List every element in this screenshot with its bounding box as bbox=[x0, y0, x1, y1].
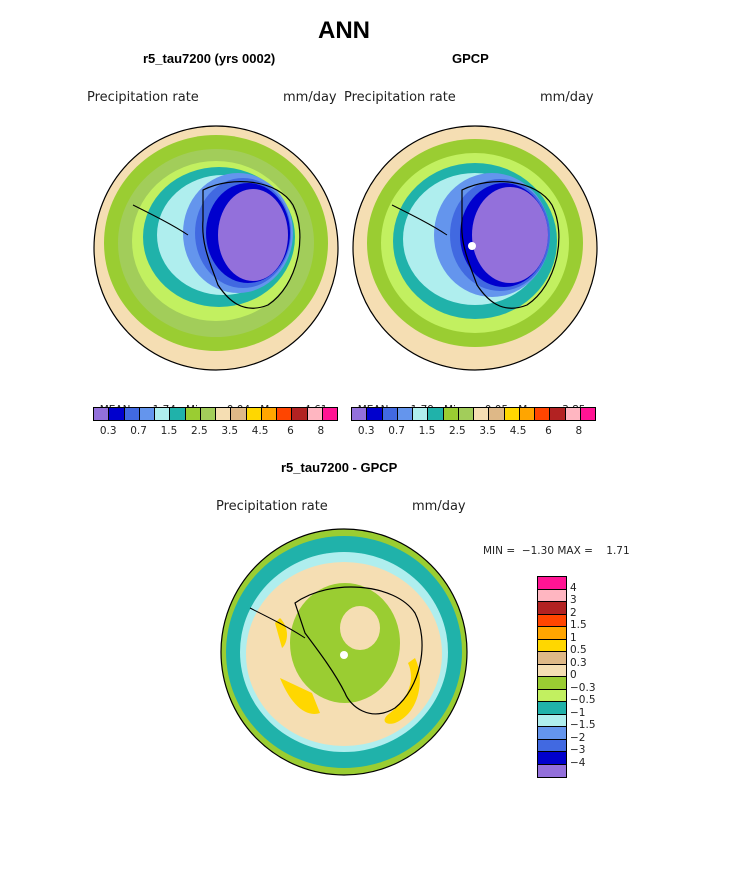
diff-colorbar-swatch bbox=[538, 764, 566, 777]
colorbar-tick-label: 6 bbox=[545, 425, 552, 437]
colorbar-swatch bbox=[550, 408, 566, 420]
diff-colorbar-swatch bbox=[538, 677, 566, 690]
colorbar-tick-label: 2.5 bbox=[448, 425, 466, 437]
diff-colorbar-swatch bbox=[538, 689, 566, 702]
colorbar-swatch bbox=[155, 408, 171, 420]
colorbar-tick-label: 1.5 bbox=[418, 425, 436, 437]
diff-colorbar-label: −3 bbox=[570, 744, 586, 756]
colorbar-swatch bbox=[170, 408, 186, 420]
diff-colorbar-label: −1 bbox=[570, 706, 586, 719]
colorbar-swatch bbox=[277, 408, 293, 420]
panel1-subtitle: r5_tau7200 (yrs 0002) bbox=[143, 51, 276, 66]
diff-colorbar-swatch bbox=[538, 627, 566, 640]
diff-subtitle: r5_tau7200 - GPCP bbox=[281, 460, 398, 475]
colorbar-swatch bbox=[216, 408, 232, 420]
diff-colorbar-swatch bbox=[538, 714, 566, 727]
colorbar-swatch bbox=[535, 408, 551, 420]
panel2-colorbar bbox=[351, 407, 596, 421]
colorbar-tick-label: 8 bbox=[575, 425, 583, 437]
colorbar-swatch bbox=[352, 408, 368, 420]
diff-colorbar-swatch bbox=[538, 577, 566, 590]
diff-colorbar-label: 2 bbox=[570, 606, 577, 619]
diff-colorbar-label: 0.3 bbox=[570, 656, 587, 669]
diff-colorbar-label: 3 bbox=[570, 594, 577, 606]
diff-colorbar-label: −1.5 bbox=[570, 719, 596, 731]
panel1-units: mm/day bbox=[283, 90, 337, 105]
colorbar-tick-label: 0.3 bbox=[357, 425, 375, 437]
diff-colorbar-label: 1.5 bbox=[570, 619, 587, 631]
diff-colorbar-swatch bbox=[538, 739, 566, 752]
colorbar-swatch bbox=[200, 408, 216, 420]
panel1-colorbar-ticks: 0.3 0.7 1.5 2.5 3.5 4.5 6 8 bbox=[93, 425, 336, 439]
colorbar-swatch bbox=[307, 408, 323, 420]
diff-units: mm/day bbox=[412, 499, 466, 514]
colorbar-swatch bbox=[231, 408, 247, 420]
diff-colorbar-swatch bbox=[538, 702, 566, 715]
diff-map bbox=[220, 528, 468, 776]
colorbar-swatch bbox=[458, 408, 474, 420]
diff-colorbar-swatch bbox=[538, 727, 566, 740]
colorbar-swatch bbox=[489, 408, 505, 420]
colorbar-tick-label: 4.5 bbox=[251, 425, 269, 437]
diff-colorbar-label: 1 bbox=[570, 631, 577, 644]
diff-colorbar-swatch bbox=[538, 752, 566, 765]
colorbar-swatch bbox=[109, 408, 125, 420]
colorbar-tick-label: 1.5 bbox=[160, 425, 178, 437]
colorbar-swatch bbox=[382, 408, 398, 420]
figure-title: ANN bbox=[318, 17, 370, 44]
panel1-map bbox=[93, 125, 339, 371]
diff-colorbar-label: 0.5 bbox=[570, 644, 587, 656]
colorbar-swatch bbox=[139, 408, 155, 420]
colorbar-swatch bbox=[413, 408, 429, 420]
colorbar-swatch bbox=[292, 408, 308, 420]
colorbar-swatch bbox=[185, 408, 201, 420]
panel2-var-label: Precipitation rate bbox=[344, 90, 456, 105]
diff-colorbar-label: −0.5 bbox=[570, 694, 596, 706]
panel2-subtitle: GPCP bbox=[452, 51, 489, 66]
diff-colorbar-swatch bbox=[538, 602, 566, 615]
diff-colorbar-label: 4 bbox=[570, 581, 577, 594]
diff-colorbar bbox=[537, 576, 567, 778]
colorbar-swatch bbox=[322, 408, 337, 420]
colorbar-swatch bbox=[580, 408, 595, 420]
colorbar-swatch bbox=[565, 408, 581, 420]
diff-colorbar-labels: 4 3 2 1.5 1 0.5 0.3 0 −0.3 −0.5 −1 −1.5 −2 −3 −4 bbox=[570, 576, 630, 776]
diff-colorbar-swatch bbox=[538, 639, 566, 652]
colorbar-swatch bbox=[443, 408, 459, 420]
colorbar-swatch bbox=[246, 408, 262, 420]
diff-colorbar-label: 0 bbox=[570, 669, 577, 681]
diff-colorbar-label: −4 bbox=[570, 756, 586, 769]
colorbar-tick-label: 6 bbox=[287, 425, 294, 437]
colorbar-swatch bbox=[519, 408, 535, 420]
colorbar-swatch bbox=[397, 408, 413, 420]
colorbar-swatch bbox=[367, 408, 383, 420]
panel2-colorbar-ticks: 0.3 0.7 1.5 2.5 3.5 4.5 6 8 bbox=[351, 425, 594, 439]
colorbar-swatch bbox=[504, 408, 520, 420]
panel1-var-label: Precipitation rate bbox=[87, 90, 199, 105]
colorbar-swatch bbox=[124, 408, 140, 420]
panel2-map bbox=[352, 125, 598, 371]
colorbar-tick-label: 0.7 bbox=[130, 425, 147, 437]
diff-minmax: MIN = −1.30 MAX = 1.71 bbox=[483, 545, 630, 557]
diff-colorbar-swatch bbox=[538, 614, 566, 627]
colorbar-tick-label: 2.5 bbox=[190, 425, 208, 437]
colorbar-tick-label: 4.5 bbox=[509, 425, 527, 437]
colorbar-tick-label: 0.3 bbox=[99, 425, 117, 437]
panel1-colorbar bbox=[93, 407, 338, 421]
colorbar-swatch bbox=[94, 408, 110, 420]
colorbar-swatch bbox=[261, 408, 277, 420]
colorbar-tick-label: 3.5 bbox=[221, 425, 239, 437]
panel2-units: mm/day bbox=[540, 90, 594, 105]
colorbar-tick-label: 0.7 bbox=[388, 425, 405, 437]
diff-colorbar-swatch bbox=[538, 664, 566, 677]
colorbar-tick-label: 8 bbox=[317, 425, 325, 437]
colorbar-swatch bbox=[474, 408, 490, 420]
colorbar-tick-label: 3.5 bbox=[479, 425, 497, 437]
diff-colorbar-label: −0.3 bbox=[570, 681, 596, 694]
diff-colorbar-swatch bbox=[538, 589, 566, 602]
colorbar-swatch bbox=[428, 408, 444, 420]
diff-colorbar-swatch bbox=[538, 652, 566, 665]
diff-var-label: Precipitation rate bbox=[216, 499, 328, 514]
diff-colorbar-label: −2 bbox=[570, 731, 586, 744]
